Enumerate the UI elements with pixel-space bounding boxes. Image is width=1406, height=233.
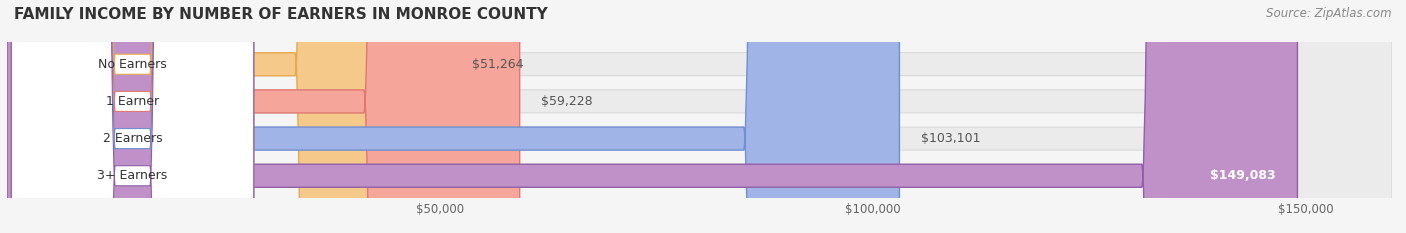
FancyBboxPatch shape	[7, 0, 900, 233]
Text: 1 Earner: 1 Earner	[105, 95, 159, 108]
FancyBboxPatch shape	[7, 0, 1392, 233]
FancyBboxPatch shape	[7, 0, 1392, 233]
FancyBboxPatch shape	[7, 0, 1392, 233]
Text: Source: ZipAtlas.com: Source: ZipAtlas.com	[1267, 7, 1392, 20]
Text: $149,083: $149,083	[1211, 169, 1275, 182]
FancyBboxPatch shape	[11, 0, 253, 233]
FancyBboxPatch shape	[7, 0, 451, 233]
FancyBboxPatch shape	[11, 0, 253, 233]
FancyBboxPatch shape	[7, 0, 1298, 233]
FancyBboxPatch shape	[11, 0, 253, 233]
FancyBboxPatch shape	[7, 0, 1392, 233]
Text: FAMILY INCOME BY NUMBER OF EARNERS IN MONROE COUNTY: FAMILY INCOME BY NUMBER OF EARNERS IN MO…	[14, 7, 548, 22]
Text: $103,101: $103,101	[921, 132, 980, 145]
Text: $59,228: $59,228	[541, 95, 593, 108]
Text: 2 Earners: 2 Earners	[103, 132, 162, 145]
Text: $51,264: $51,264	[472, 58, 524, 71]
Text: 3+ Earners: 3+ Earners	[97, 169, 167, 182]
FancyBboxPatch shape	[11, 0, 253, 233]
FancyBboxPatch shape	[7, 0, 520, 233]
Text: No Earners: No Earners	[98, 58, 167, 71]
